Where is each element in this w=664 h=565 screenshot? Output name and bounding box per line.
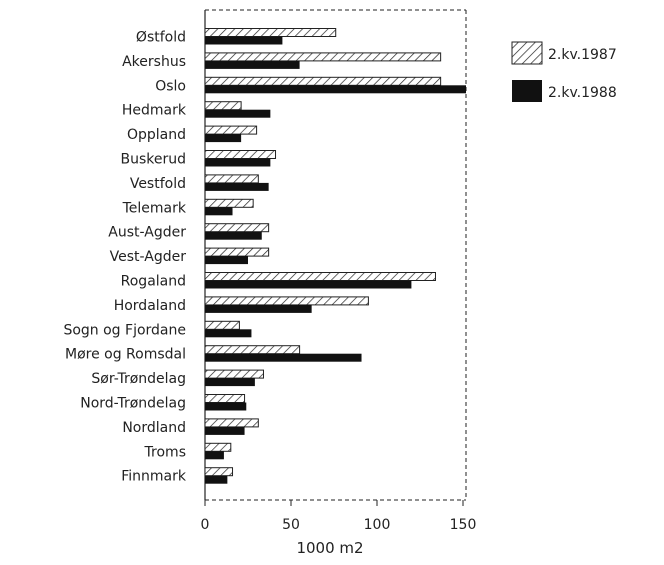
category-label: Nord-Trøndelag <box>80 396 186 412</box>
x-tick-label: 100 <box>364 517 391 533</box>
category-label: Oslo <box>155 78 186 94</box>
bar-1987 <box>204 125 258 135</box>
bar-1988 <box>205 256 248 265</box>
bar-1987 <box>204 247 270 257</box>
x-tick-label: 50 <box>282 517 300 533</box>
bar-1988 <box>205 304 312 313</box>
bar-1987 <box>204 198 254 208</box>
category-label: Hedmark <box>122 103 187 119</box>
bar-1987 <box>204 150 277 159</box>
bar-1987 <box>204 272 436 281</box>
category-label: Troms <box>144 444 186 460</box>
bar-1987 <box>204 52 442 62</box>
bar-1988 <box>205 60 300 69</box>
legend-swatch-1987 <box>511 41 543 65</box>
bar-1988 <box>205 475 228 484</box>
category-label: Akershus <box>122 54 186 70</box>
category-label: Vestfold <box>130 176 186 192</box>
bar-1988 <box>205 451 224 460</box>
bar-1988 <box>205 207 233 216</box>
bar-1988 <box>205 378 255 387</box>
bar-1988 <box>205 353 362 362</box>
bar-1988 <box>205 182 269 191</box>
x-axis-title: 1000 m2 <box>296 539 363 557</box>
bar-1987 <box>204 442 232 452</box>
category-label: Hordaland <box>114 298 186 314</box>
x-tick-label: 0 <box>201 517 210 533</box>
bar-1988 <box>205 231 262 240</box>
bar-1987 <box>204 394 246 403</box>
bar-1987 <box>204 223 270 233</box>
bar-1987 <box>204 345 301 355</box>
legend-swatch-1988 <box>512 80 542 102</box>
bar-1988 <box>205 402 247 411</box>
category-label: Sogn og Fjordane <box>63 322 186 338</box>
category-label: Rogaland <box>121 274 186 290</box>
x-tick-label: 150 <box>450 517 477 533</box>
category-label: Telemark <box>122 200 187 216</box>
bar-1987 <box>204 174 259 184</box>
bar-1988 <box>205 280 412 289</box>
bar-1987 <box>204 320 240 330</box>
bar-1987 <box>204 101 242 111</box>
category-label: Oppland <box>127 127 186 143</box>
bar-1987 <box>204 28 337 37</box>
category-label: Østfold <box>136 30 186 46</box>
category-label: Møre og Romsdal <box>65 347 186 363</box>
bar-1987 <box>204 296 369 306</box>
category-label: Aust-Agder <box>108 225 186 241</box>
bar-1988 <box>205 134 242 143</box>
bar-1988 <box>205 426 245 435</box>
bars-group <box>204 28 466 484</box>
bar-1988 <box>205 158 271 167</box>
legend-label: 2.kv.1987 <box>548 47 617 63</box>
bar-1988 <box>205 329 252 338</box>
category-label: Nordland <box>122 420 186 436</box>
category-labels: Østfold Akershus Oslo Hedmark Oppland Buskeru… <box>63 30 186 485</box>
category-label: Finnmark <box>121 469 187 485</box>
bar-1988 <box>205 36 283 45</box>
category-label: Sør-Trøndelag <box>91 371 186 387</box>
category-label: Buskerud <box>120 152 186 168</box>
legend-label: 2.kv.1988 <box>548 85 617 101</box>
legend: 2.kv.1987 2.kv.1988 <box>511 41 617 102</box>
category-label: Vest-Agder <box>110 249 187 265</box>
x-ticks: 0 50 100 150 <box>201 500 477 533</box>
bar-1987 <box>204 76 442 86</box>
bar-1988 <box>205 109 271 118</box>
bar-1987 <box>204 418 259 428</box>
bar-1988 <box>205 85 466 94</box>
bar-1987 <box>204 369 264 379</box>
bar-1987 <box>204 467 234 477</box>
